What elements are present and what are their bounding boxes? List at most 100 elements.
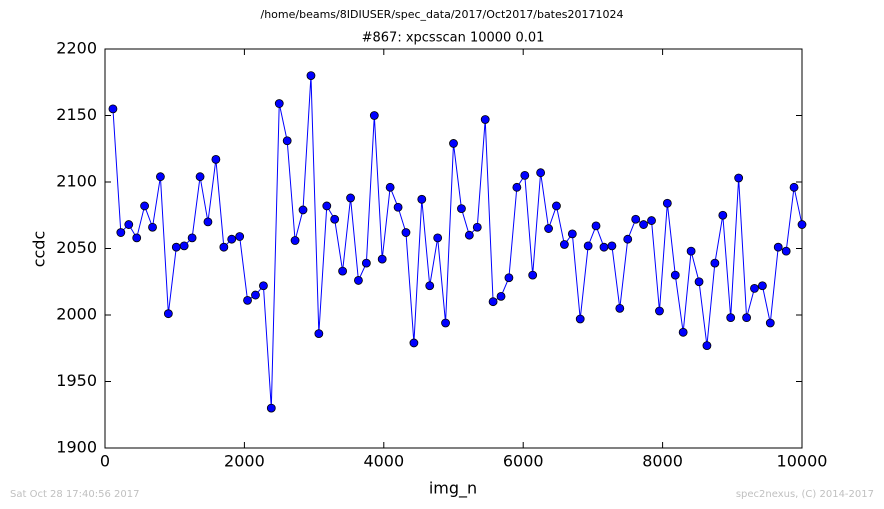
data-point (528, 270, 538, 280)
data-point (259, 281, 268, 291)
data-point (330, 214, 340, 224)
y-tick-label: 2150 (56, 105, 97, 124)
data-point (203, 217, 213, 227)
data-point (425, 281, 435, 291)
data-point (678, 327, 688, 337)
y-tick-label: 1950 (56, 371, 97, 390)
data-point (607, 241, 617, 251)
x-tick-label: 10000 (777, 452, 828, 471)
x-tick-label: 4000 (363, 452, 404, 471)
data-point (401, 228, 411, 237)
data-point (148, 222, 157, 232)
data-point (227, 234, 237, 244)
data-point (512, 182, 522, 192)
y-tick-label: 1900 (56, 438, 97, 457)
data-point (266, 403, 276, 413)
data-point (132, 233, 142, 243)
data-point (726, 313, 736, 323)
data-point (734, 173, 744, 183)
chart-title: #867: xpcsscan 10000 0.01 (362, 31, 545, 46)
data-point (742, 313, 751, 323)
data-point (235, 232, 245, 241)
data-point (583, 241, 593, 251)
data-point (472, 222, 482, 232)
data-point (797, 220, 807, 229)
data-point (124, 220, 134, 229)
data-point (393, 202, 403, 212)
data-point (750, 283, 759, 293)
data-point (298, 205, 308, 215)
data-point (773, 242, 783, 252)
data-point (591, 221, 601, 231)
plot-area (105, 49, 802, 448)
data-point (457, 204, 466, 214)
data-point (464, 230, 474, 240)
data-point (369, 111, 379, 120)
data-point (417, 194, 427, 204)
data-point (251, 290, 260, 300)
data-point (702, 341, 712, 350)
data-point (536, 168, 546, 178)
data-point (781, 246, 791, 256)
data-point (480, 115, 490, 124)
data-point (789, 182, 799, 192)
data-point (488, 297, 498, 307)
data-point (686, 246, 696, 256)
data-point (195, 172, 205, 182)
y-axis-label: ccdc (30, 231, 49, 268)
footer-left: Sat Oct 28 17:40:56 2017 (10, 489, 140, 500)
x-tick-label: 6000 (503, 452, 544, 471)
data-point (156, 172, 165, 182)
data-point (187, 233, 197, 243)
y-tick-label: 2100 (56, 172, 97, 191)
y-tick-label: 2000 (56, 305, 97, 324)
x-axis-label: img_n (429, 479, 477, 499)
data-point (718, 210, 728, 220)
data-point (346, 193, 355, 203)
data-point (710, 258, 720, 268)
data-point (377, 254, 387, 264)
data-point (140, 201, 149, 211)
data-point (504, 273, 514, 283)
data-point (758, 281, 767, 291)
data-point (647, 216, 656, 225)
data-point (361, 258, 371, 268)
data-point (552, 201, 561, 211)
y-tick-label: 2200 (56, 39, 97, 58)
data-point (211, 154, 221, 164)
x-tick-label: 2000 (224, 452, 265, 471)
data-point (655, 306, 664, 316)
data-point (322, 201, 332, 211)
footer-right: spec2nexus, (C) 2014-2017 (736, 489, 874, 500)
data-point (354, 276, 363, 285)
plot-frame (104, 48, 803, 449)
data-point (163, 309, 173, 319)
data-point (575, 314, 585, 324)
suptitle: /home/beams/8IDIUSER/spec_data/2017/Oct2… (261, 8, 624, 21)
x-tick-label: 0 (100, 452, 110, 471)
data-point (306, 71, 316, 80)
data-point (282, 136, 292, 146)
data-point (670, 270, 680, 280)
data-point (108, 104, 118, 114)
data-point (219, 242, 229, 252)
x-tick-label: 8000 (642, 452, 683, 471)
data-point (385, 182, 395, 192)
data-point (441, 318, 450, 328)
data-point (274, 99, 284, 108)
data-point (116, 228, 126, 237)
data-point (631, 214, 641, 224)
data-point (662, 198, 672, 208)
data-point (449, 139, 458, 148)
data-point (290, 236, 300, 245)
data-point (615, 303, 625, 313)
data-point (171, 242, 181, 252)
data-point (179, 241, 189, 251)
data-point (623, 234, 633, 244)
data-point (496, 291, 506, 301)
data-point (520, 170, 530, 180)
series-line (112, 75, 803, 409)
y-tick-label: 2050 (56, 238, 97, 257)
data-point (599, 242, 609, 252)
